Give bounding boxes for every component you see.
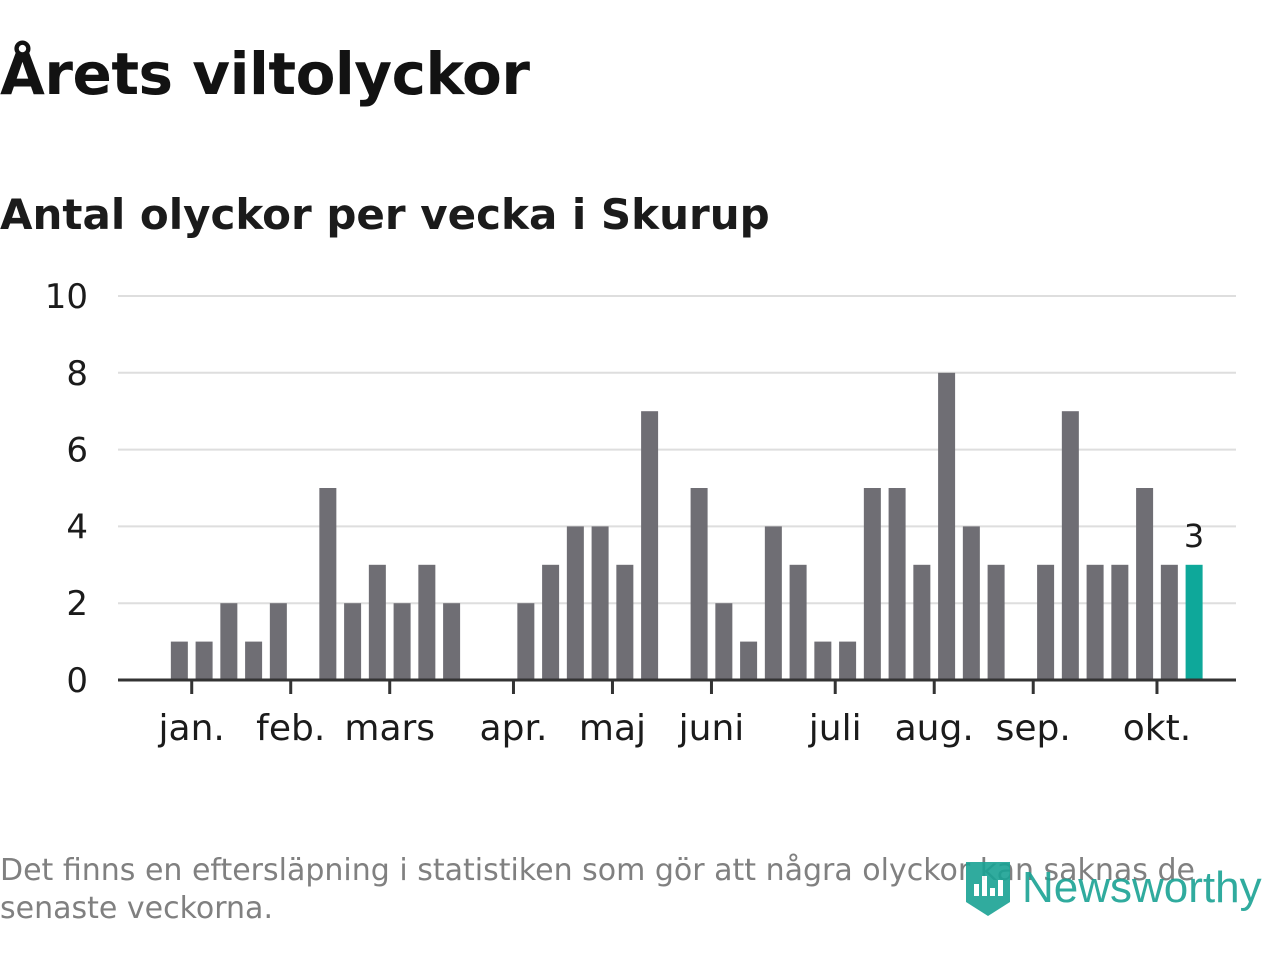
bar <box>319 488 337 680</box>
y-tick-label: 0 <box>66 661 88 701</box>
x-tick-label: juni <box>678 708 745 749</box>
newsworthy-logo-icon <box>966 862 1010 916</box>
bar <box>690 488 708 680</box>
bar <box>839 641 857 680</box>
bar <box>1160 564 1178 680</box>
bar <box>542 564 560 680</box>
logo-text: Newsworthy <box>1022 863 1262 912</box>
bar <box>1111 564 1129 680</box>
bar <box>418 564 436 680</box>
x-tick-label: feb. <box>256 708 325 749</box>
x-tick-label: aug. <box>895 708 974 749</box>
bar <box>344 603 362 680</box>
bar <box>938 372 956 680</box>
y-tick-label: 8 <box>66 354 88 394</box>
y-tick-label: 6 <box>66 431 88 471</box>
bar <box>888 488 906 680</box>
bar <box>591 526 609 680</box>
bar <box>195 641 213 680</box>
bar-highlight <box>1185 564 1203 680</box>
y-tick-label: 2 <box>66 584 88 624</box>
bar <box>1061 411 1079 680</box>
bar <box>715 603 733 680</box>
bar <box>245 641 263 680</box>
x-tick-label: sep. <box>996 708 1071 749</box>
bar <box>740 641 758 680</box>
chart-subtitle: Antal olyckor per vecka i Skurup <box>0 190 770 239</box>
bar <box>987 564 1005 680</box>
y-tick-label: 10 <box>45 277 88 317</box>
x-tick-label: mars <box>344 708 435 749</box>
bar <box>1086 564 1104 680</box>
x-tick-label: juli <box>808 708 862 749</box>
bar <box>962 526 980 680</box>
bar <box>913 564 931 680</box>
newsworthy-logo: Newsworthy <box>962 858 1262 918</box>
bar <box>863 488 881 680</box>
bar <box>517 603 535 680</box>
x-tick-label: okt. <box>1123 708 1191 749</box>
bar <box>566 526 584 680</box>
bar <box>170 641 188 680</box>
bar <box>814 641 832 680</box>
bar <box>393 603 411 680</box>
bar <box>789 564 807 680</box>
x-tick-label: jan. <box>158 708 225 749</box>
bar <box>616 564 634 680</box>
bar <box>220 603 238 680</box>
bar <box>368 564 386 680</box>
y-tick-label: 4 <box>66 507 88 547</box>
x-tick-label: apr. <box>480 708 548 749</box>
chart-title: Årets viltolyckor <box>0 40 530 108</box>
data-label: 3 <box>1184 517 1204 555</box>
bar <box>641 411 659 680</box>
bar <box>1037 564 1055 680</box>
bar <box>269 603 287 680</box>
bar <box>764 526 782 680</box>
bar <box>443 603 461 680</box>
bar <box>1136 488 1154 680</box>
x-tick-label: maj <box>579 708 646 749</box>
bar-chart: 0 2 4 6 8 10 3 jan. feb. mars apr. maj juni juli aug. s… <box>45 277 1236 749</box>
